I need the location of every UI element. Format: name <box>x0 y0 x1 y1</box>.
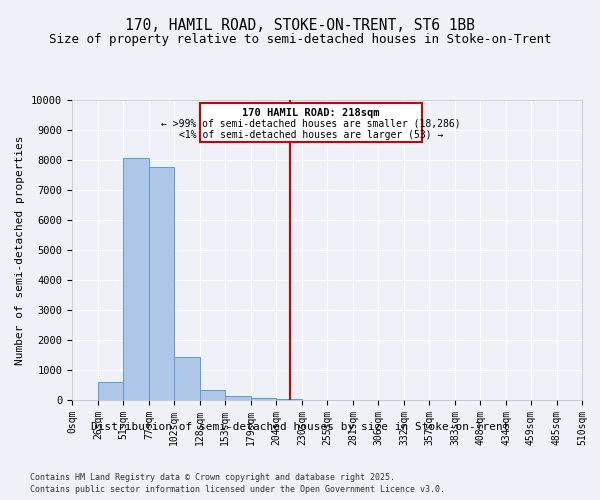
Bar <box>276 398 302 400</box>
Bar <box>225 396 251 400</box>
Text: Distribution of semi-detached houses by size in Stoke-on-Trent: Distribution of semi-detached houses by … <box>91 422 509 432</box>
Y-axis label: Number of semi-detached properties: Number of semi-detached properties <box>16 135 25 365</box>
Text: 170, HAMIL ROAD, STOKE-ON-TRENT, ST6 1BB: 170, HAMIL ROAD, STOKE-ON-TRENT, ST6 1BB <box>125 18 475 32</box>
Bar <box>123 158 149 400</box>
Bar <box>200 390 225 400</box>
Bar <box>174 356 200 400</box>
Text: ← >99% of semi-detached houses are smaller (18,286): ← >99% of semi-detached houses are small… <box>161 118 461 128</box>
Bar <box>98 382 123 400</box>
Text: Size of property relative to semi-detached houses in Stoke-on-Trent: Size of property relative to semi-detach… <box>49 32 551 46</box>
Text: Contains HM Land Registry data © Crown copyright and database right 2025.: Contains HM Land Registry data © Crown c… <box>30 472 395 482</box>
Text: Contains public sector information licensed under the Open Government Licence v3: Contains public sector information licen… <box>30 485 445 494</box>
Text: 170 HAMIL ROAD: 218sqm: 170 HAMIL ROAD: 218sqm <box>242 108 380 118</box>
Bar <box>251 398 276 400</box>
Bar <box>149 168 174 400</box>
FancyBboxPatch shape <box>200 103 422 142</box>
Text: <1% of semi-detached houses are larger (53) →: <1% of semi-detached houses are larger (… <box>179 130 443 140</box>
